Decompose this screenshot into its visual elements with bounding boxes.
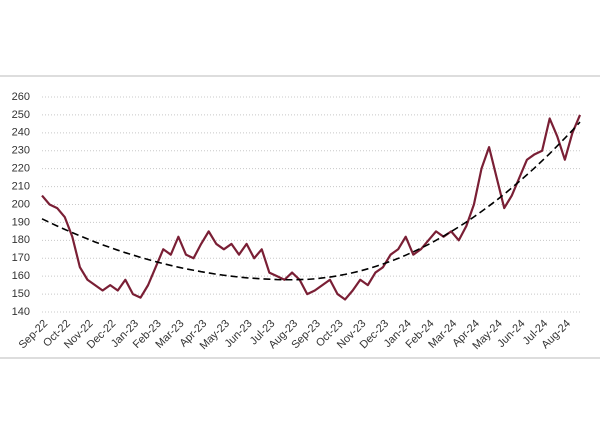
- y-tick-label: 220: [12, 163, 30, 175]
- price-line: [41, 114, 582, 301]
- y-tick-label: 260: [12, 91, 30, 103]
- y-tick-label: 170: [12, 252, 30, 264]
- y-tick-label: 250: [12, 109, 30, 121]
- y-tick-label: 240: [12, 127, 30, 139]
- y-tick-label: 140: [12, 306, 30, 318]
- y-tick-label: 230: [12, 145, 30, 157]
- y-tick-label: 150: [12, 288, 30, 300]
- y-tick-label: 180: [12, 234, 30, 246]
- trend-line: [41, 121, 581, 281]
- y-tick-label: 190: [12, 216, 30, 228]
- y-tick-label: 160: [12, 270, 30, 282]
- y-tick-label: 210: [12, 180, 30, 192]
- y-tick-label: 200: [12, 198, 30, 210]
